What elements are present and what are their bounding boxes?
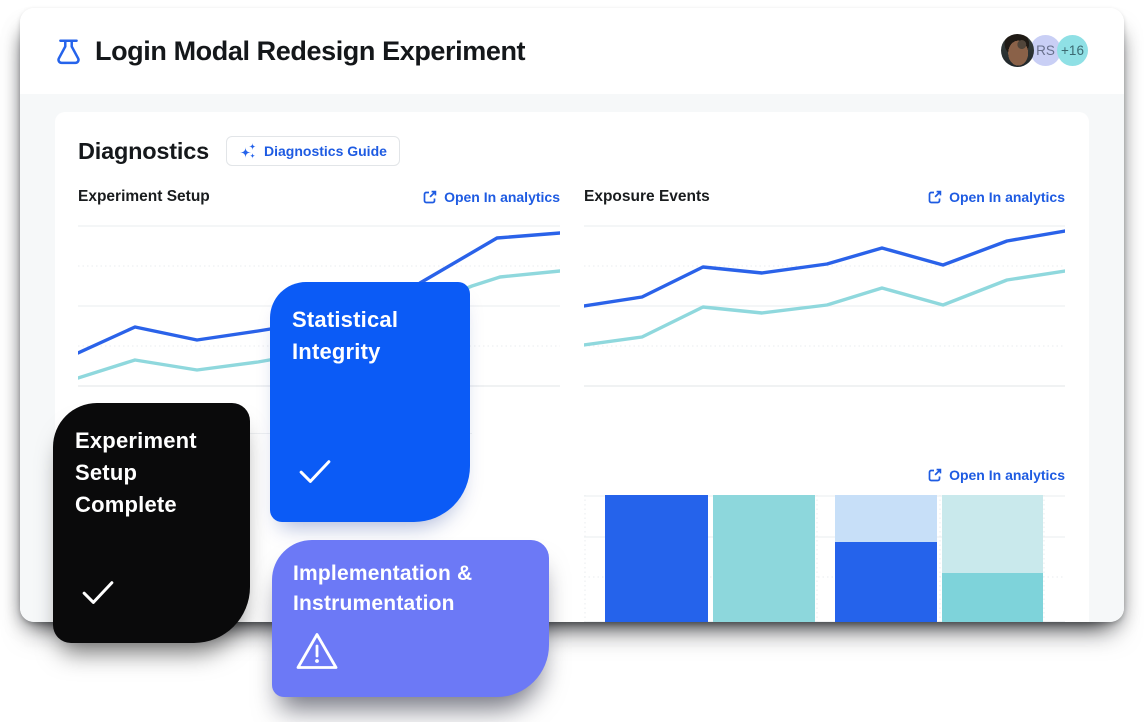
card-implementation-instrumentation: Implementation & Instrumentation (272, 540, 549, 697)
guide-button-label: Diagnostics Guide (264, 143, 387, 159)
card-label: Implementation & Instrumentation (293, 562, 473, 615)
exposure-events-chart (584, 225, 1065, 387)
diagnostics-heading: Diagnostics (78, 137, 209, 164)
diagnostics-guide-button[interactable]: Diagnostics Guide (226, 136, 400, 166)
avatar-stack: RS +16 (1001, 34, 1089, 68)
assignment-balance-chart (584, 495, 1065, 622)
chart-title: Exposure Events (584, 188, 710, 205)
card-label: Experiment Setup Complete (75, 428, 197, 517)
open-in-analytics-link[interactable]: Open In analytics (927, 467, 1065, 483)
diagnostics-header-row: Diagnostics Diagnostics Guide (78, 136, 400, 166)
external-link-icon (928, 190, 942, 204)
link-label: Open In analytics (949, 189, 1065, 205)
section-header-experiment-setup: Experiment Setup Open In analytics (78, 186, 560, 208)
card-statistical-integrity: Statistical Integrity (270, 282, 470, 522)
open-in-analytics-link[interactable]: Open In analytics (927, 189, 1065, 205)
check-icon (299, 460, 331, 483)
warning-icon (296, 633, 338, 669)
page-title: Login Modal Redesign Experiment (95, 35, 526, 66)
section-header-exposure-events: Exposure Events Open In analytics (584, 186, 1065, 208)
chart-title: Experiment Setup (78, 188, 210, 205)
external-link-icon (928, 468, 942, 482)
link-label: Open In analytics (949, 467, 1065, 483)
check-icon (82, 581, 114, 604)
section-header-bottom: Open In analytics (584, 464, 1065, 486)
flask-icon (57, 38, 80, 64)
sparkles-icon (240, 143, 256, 159)
link-label: Open In analytics (444, 189, 560, 205)
card-experiment-setup-complete: Experiment Setup Complete (53, 403, 250, 643)
avatar-overflow-count[interactable]: +16 (1057, 35, 1088, 66)
card-label: Statistical Integrity (292, 307, 399, 364)
open-in-analytics-link[interactable]: Open In analytics (422, 189, 560, 205)
avatar-rs[interactable]: RS (1030, 35, 1061, 66)
window-header: Login Modal Redesign Experiment RS +16 (20, 8, 1124, 94)
experiment-window: Login Modal Redesign Experiment RS +16 D… (20, 8, 1124, 622)
external-link-icon (423, 190, 437, 204)
avatar-photo[interactable] (1001, 34, 1034, 67)
